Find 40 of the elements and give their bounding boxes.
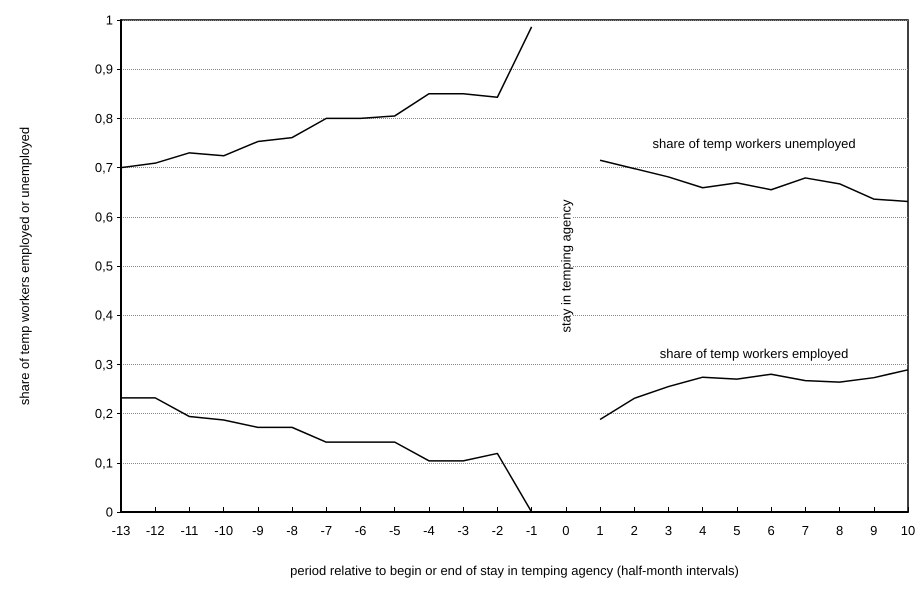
x-tick-label: -11	[180, 523, 198, 538]
x-tick-label: -10	[214, 523, 234, 538]
x-tick-label: 0	[562, 523, 570, 538]
x-axis-title: period relative to begin or end of stay in temping agency (half-month intervals)	[290, 563, 739, 578]
y-tick-label: 0,2	[94, 406, 113, 422]
x-tick-label: -6	[354, 523, 366, 538]
y-tick-label: 0,6	[94, 209, 113, 224]
x-tick-label: -4	[423, 523, 435, 538]
x-tick-label: 7	[802, 523, 809, 538]
y-tick-label: 1	[106, 12, 113, 28]
y-tick-label: 0,3	[94, 356, 113, 372]
x-tick-label: -5	[388, 523, 401, 538]
series-label: share of temp workers unemployed	[652, 136, 856, 152]
x-tick-label: 2	[630, 523, 638, 538]
y-tick-label: 0,5	[94, 258, 113, 274]
annotation: stay in temping agency	[558, 199, 574, 332]
x-tick-label: -2	[492, 523, 504, 538]
y-tick-label: 0,4	[94, 308, 113, 323]
x-tick-label: -13	[112, 523, 130, 538]
x-tick-label: 9	[870, 523, 878, 538]
x-tick-label: -9	[252, 523, 264, 538]
x-tick-label: -1	[526, 523, 538, 538]
y-tick-label: 0,7	[94, 160, 113, 176]
y-tick-label: 0,9	[94, 62, 113, 77]
x-tick-label: -8	[286, 523, 298, 538]
x-tick-label: -12	[146, 523, 165, 538]
x-tick-label: 10	[900, 523, 916, 538]
y-tick-label: 0	[106, 504, 113, 520]
x-tick-label: 5	[733, 523, 741, 538]
x-tick-label: 3	[664, 523, 672, 538]
y-tick-label: 0,8	[94, 110, 113, 126]
x-tick-label: 1	[596, 523, 604, 538]
x-tick-label: 8	[836, 523, 844, 538]
y-axis-title: share of temp workers employed or unemployed	[17, 126, 32, 406]
series-label: share of temp workers employed	[660, 346, 848, 361]
x-tick-label: 4	[699, 523, 706, 538]
x-tick-label: -3	[457, 523, 469, 538]
x-tick-label: -7	[320, 523, 332, 538]
y-tick-label: 0,1	[94, 455, 113, 470]
x-tick-label: 6	[768, 523, 775, 538]
